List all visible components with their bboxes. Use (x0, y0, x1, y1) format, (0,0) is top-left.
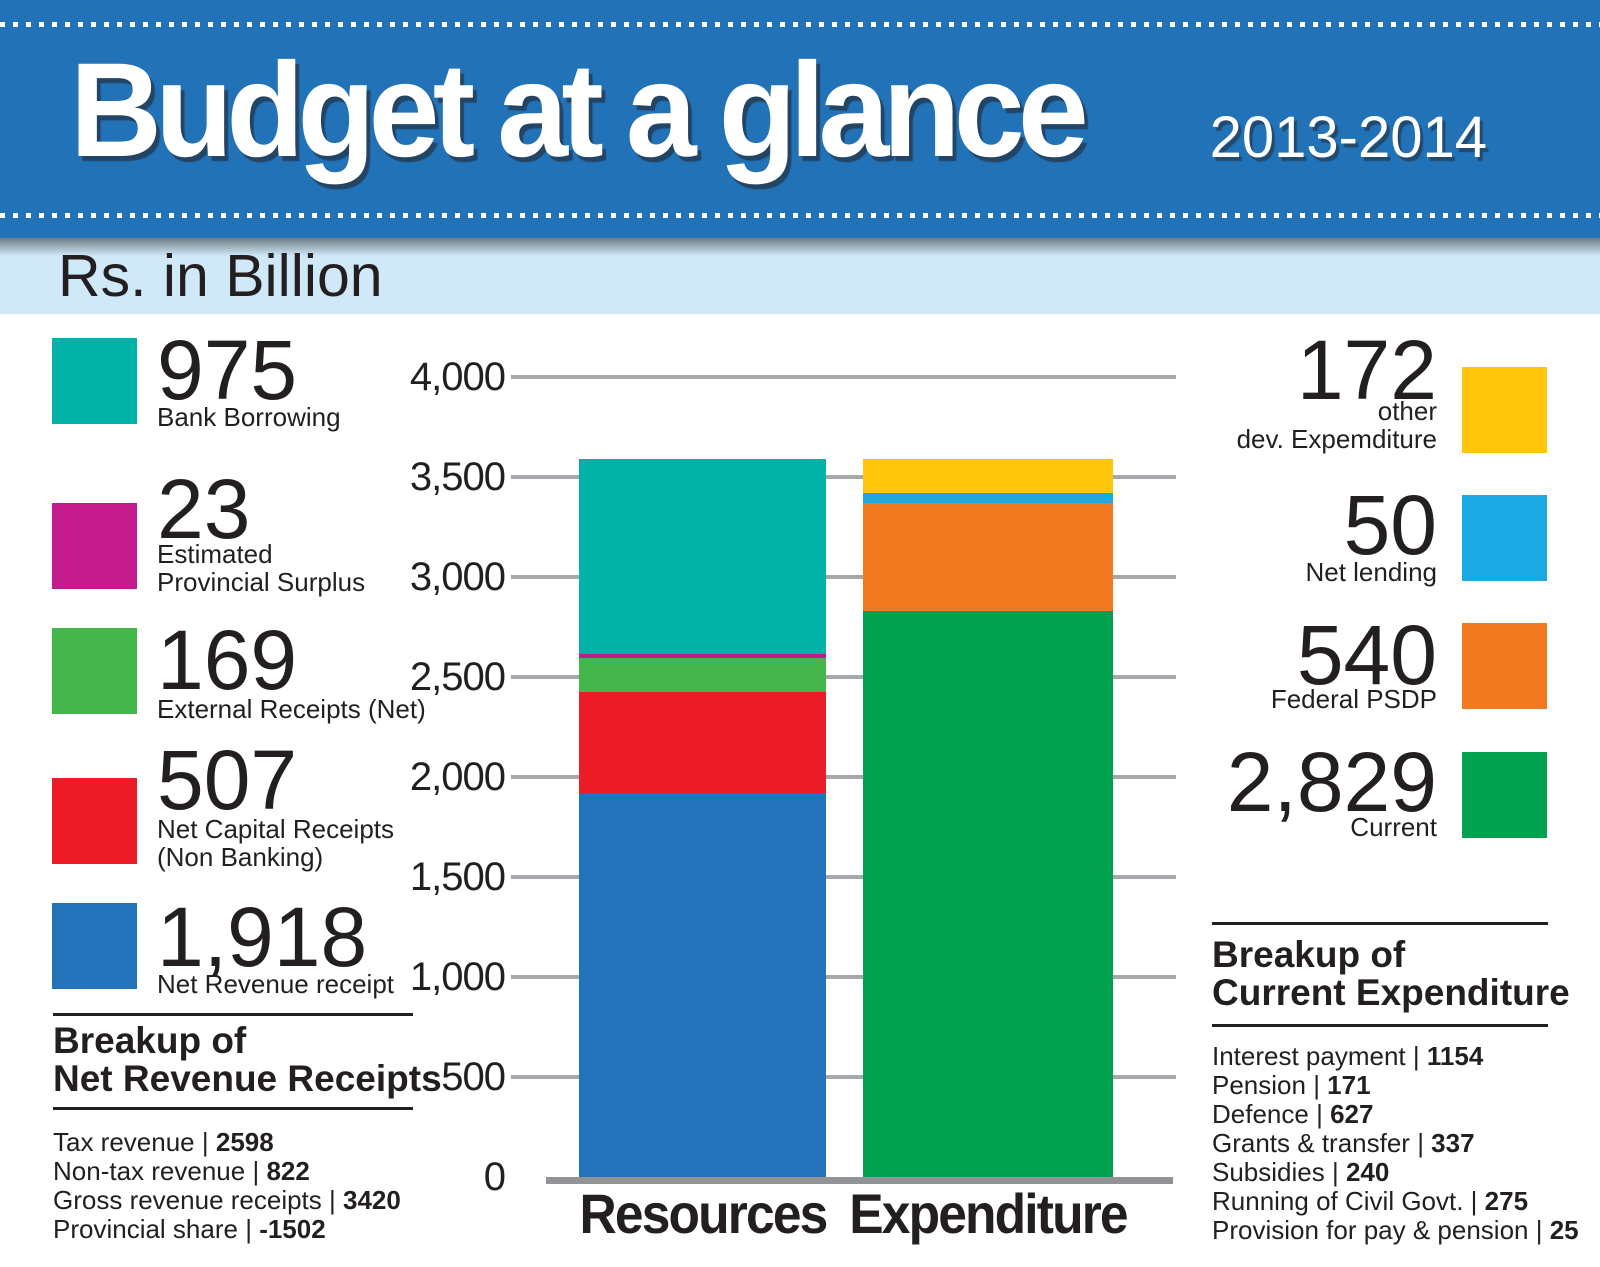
y-axis-tick-label: 1,000 (409, 955, 506, 999)
gridline (511, 1075, 1176, 1079)
legend-value: 172 (1296, 323, 1437, 417)
legend-swatch-net-capital-receipts (52, 778, 137, 864)
dotted-divider-bottom (0, 213, 1600, 218)
legend-value: 507 (157, 733, 298, 827)
legend-value: 169 (157, 613, 298, 707)
breakup-heading: Breakup of Net Revenue Receipts (53, 1020, 442, 1099)
breakup-row: Grants & transfer | 337 (1212, 1128, 1475, 1158)
breakup-row: Provincial share | -1502 (53, 1214, 326, 1244)
breakup-row: Pension | 171 (1212, 1070, 1371, 1100)
x-axis-baseline (546, 1177, 1173, 1184)
breakup-row: Provision for pay & pension | 25 (1212, 1215, 1579, 1245)
category-label-expenditure: Expenditure (849, 1182, 1128, 1245)
rule (53, 1013, 413, 1016)
legend-label: Current (1350, 812, 1437, 842)
legend-swatch-other-dev-expenditure (1462, 367, 1547, 453)
bar-segment-net-capital-receipts-non-banking- (579, 692, 826, 794)
y-axis-tick-label: 2,000 (409, 755, 506, 799)
legend-label: Bank Borrowing (157, 402, 341, 432)
breakup-row: Gross revenue receipts | 3420 (53, 1185, 401, 1215)
legend-swatch-current (1462, 752, 1547, 838)
gridline (511, 375, 1176, 379)
rule (53, 1107, 413, 1110)
legend-label: Net Revenue receipt (157, 969, 395, 999)
breakup-row: Defence | 627 (1212, 1099, 1374, 1129)
legend-value: 23 (157, 462, 251, 556)
breakup-row: Interest payment | 1154 (1212, 1041, 1484, 1071)
legend-value: 50 (1343, 478, 1437, 572)
y-axis-tick-label: 500 (441, 1055, 506, 1099)
legend-swatch-external-receipts (52, 628, 137, 714)
breakup-row: Non-tax revenue | 822 (53, 1156, 310, 1186)
breakup-row: Tax revenue | 2598 (53, 1127, 274, 1157)
legend-swatch-bank-borrowing (52, 338, 137, 424)
unit-label: Rs. in Billion (58, 243, 383, 309)
breakup-row: Subsidies | 240 (1212, 1157, 1390, 1187)
bar-segment-net-lending (863, 493, 1113, 504)
y-axis-tick-label: 3,500 (409, 455, 506, 499)
legend-swatch-provincial-surplus (52, 503, 137, 589)
legend-swatch-federal-psdp (1462, 623, 1547, 709)
unit-band: Rs. in Billion (0, 238, 1600, 314)
legend-label: Federal PSDP (1270, 684, 1437, 714)
rule (1212, 1024, 1548, 1027)
bar-segment-net-revenue-receipt (579, 793, 826, 1177)
legend-label: other dev. Expemditure (1236, 396, 1437, 454)
gridline (511, 975, 1176, 979)
gridline (511, 775, 1176, 779)
y-axis-tick-label: 2,500 (409, 655, 506, 699)
legend-label: External Receipts (Net) (157, 694, 426, 724)
breakup-list: Tax revenue | 2598 Non-tax revenue | 822 G… (53, 1128, 401, 1244)
y-axis-tick-label: 1,500 (409, 855, 506, 899)
bar-segment-bank-borrowing (579, 458, 826, 654)
y-axis-tick-label: 0 (483, 1155, 506, 1199)
gridline (511, 875, 1176, 879)
page-year: 2013-2014 (1209, 105, 1487, 170)
dotted-divider-top (0, 22, 1600, 27)
rule (1212, 922, 1548, 925)
breakup-row: Running of Civil Govt. | 275 (1212, 1186, 1529, 1216)
breakup-heading: Breakup of Current Expenditure (1212, 934, 1570, 1013)
legend-label: Net Capital Receipts (Non Banking) (157, 814, 394, 872)
page-title: Budget at a glance (70, 36, 1089, 185)
y-axis-tick-label: 4,000 (409, 355, 506, 399)
legend-value: 1,918 (157, 890, 368, 984)
legend-swatch-net-revenue-receipt (52, 903, 137, 989)
breakup-list: Interest payment | 1154 Pension | 171 Defe… (1212, 1042, 1579, 1245)
legend-value: 540 (1296, 608, 1437, 702)
legend-swatch-net-lending (1462, 495, 1547, 581)
category-label-resources: Resources (579, 1182, 829, 1245)
bar-segment-current (863, 611, 1113, 1177)
bar-segment-estimated-provincial-surplus (579, 653, 826, 659)
legend-label: Net lending (1305, 557, 1437, 587)
legend-value: 975 (157, 323, 298, 417)
legend-value: 2,829 (1226, 735, 1437, 829)
bar-segment-external-receipts-net- (579, 658, 826, 692)
gridline (511, 475, 1176, 479)
legend-label: Estimated Provincial Surplus (157, 539, 366, 597)
y-axis-tick-label: 3,000 (409, 555, 506, 599)
bar-segment-federal-psdp (863, 503, 1113, 612)
bar-segment-other-dev-expemditure (863, 458, 1113, 494)
header-banner: Budget at a glance 2013-2014 (0, 0, 1600, 238)
gridline (511, 675, 1176, 679)
gridline (511, 575, 1176, 579)
